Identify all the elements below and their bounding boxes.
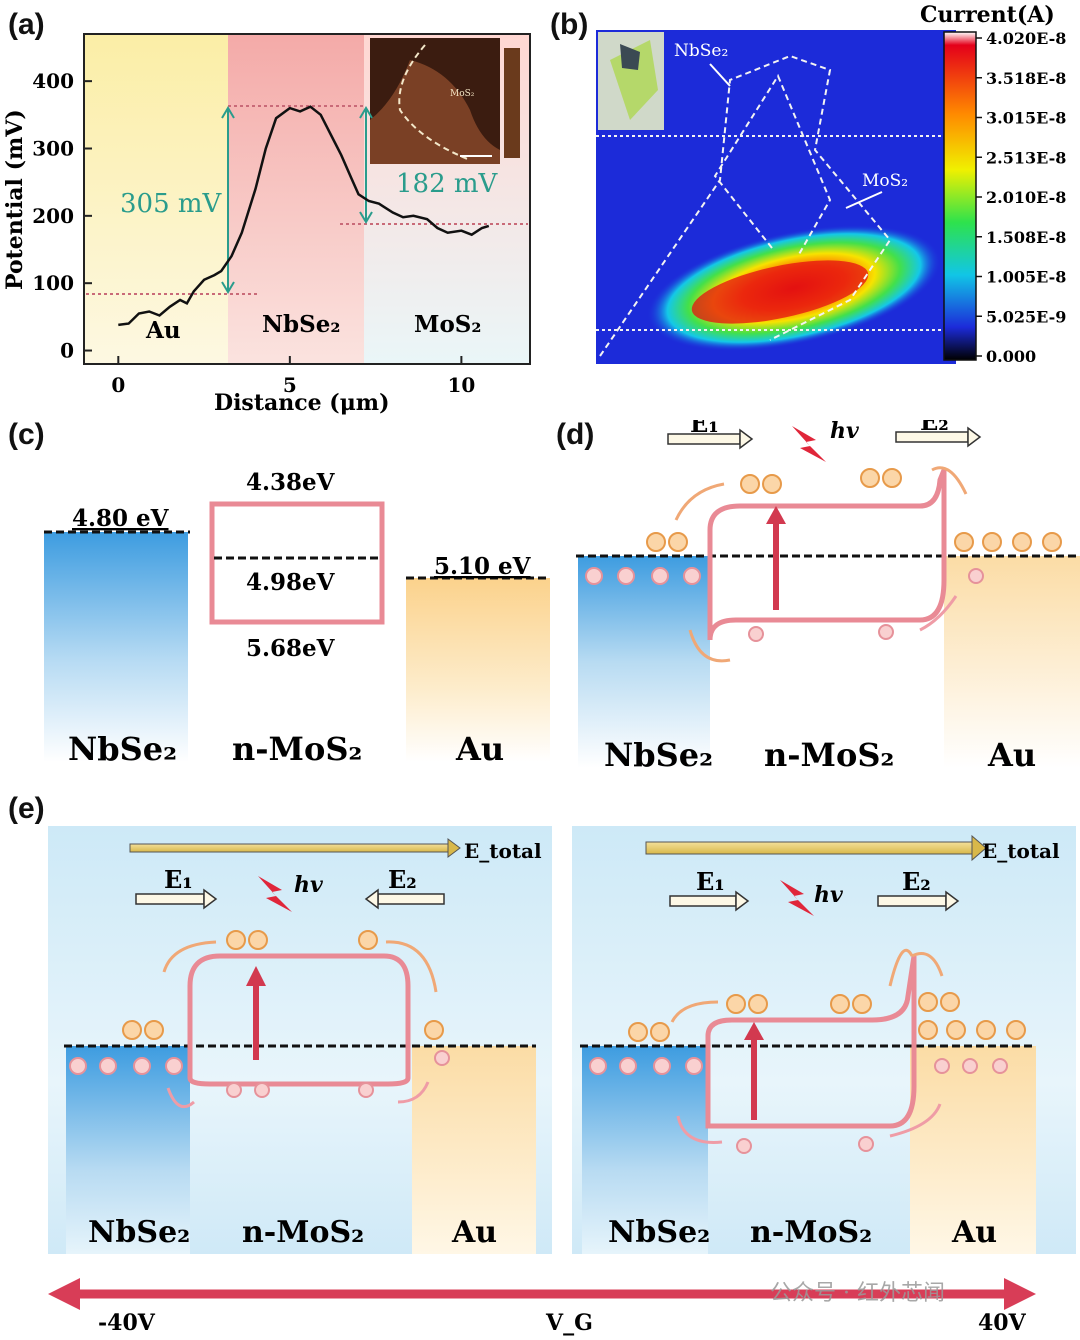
label-nbse2: NbSe₂	[88, 1215, 190, 1250]
au-work-function: 5.10 eV	[434, 553, 532, 580]
gate-voltage-axis: -40V V_G 40V 公众号 · 红外芯闻	[48, 1278, 1036, 1336]
kpfm-inset-image: MoS₂	[370, 38, 520, 164]
colorbar-tick-label: 2.513E-8	[986, 148, 1066, 167]
y-tick-label: 400	[32, 69, 74, 93]
colorbar-tick-label: 5.025E-9	[986, 307, 1066, 326]
y-tick-label: 100	[32, 271, 74, 295]
label-e2: E₂	[902, 867, 931, 896]
panel-d-band-diagram: E₁ E₂ hv NbSe₂ n-MoS₂ Au	[576, 420, 1080, 774]
nbse2-work-function: 4.80 eV	[72, 505, 170, 532]
label-au: Au	[951, 1215, 997, 1250]
map-label-nbse2: NbSe₂	[674, 41, 728, 61]
field-e1-arrow	[135, 888, 218, 910]
field-e1-arrow	[669, 890, 750, 912]
mos2-band-bending	[707, 469, 947, 641]
field-e2-arrow-reversed	[364, 888, 445, 910]
x-tick-label: 10	[447, 373, 475, 397]
x-tick-label: 0	[111, 373, 125, 397]
colorbar-tick-label: 3.518E-8	[986, 69, 1066, 88]
region-label-nbse2: NbSe₂	[262, 311, 340, 338]
lightning-icon	[258, 876, 292, 912]
mos2-conduction-band-value: 4.38eV	[246, 469, 336, 496]
label-e2: E₂	[920, 420, 949, 436]
label-n-mos2: n-MoS₂	[232, 730, 362, 768]
panel-b-label: (b)	[550, 8, 589, 41]
plot-frame	[83, 33, 531, 365]
label-e1: E₁	[690, 420, 719, 438]
label-etotal: E_total	[982, 839, 1060, 863]
y-tick-label: 200	[32, 204, 74, 228]
colorbar-tick-label: 4.020E-8	[986, 29, 1066, 48]
label-etotal: E_total	[464, 839, 542, 863]
y-tick-label: 0	[60, 339, 74, 363]
label-nbse2: NbSe₂	[68, 730, 177, 768]
au-band	[406, 578, 550, 762]
gate-min-label: -40V	[98, 1310, 156, 1336]
colorbar-title: Current(A)	[920, 2, 1055, 28]
lightning-icon	[792, 426, 826, 462]
mos2-fermi-level-value: 4.98eV	[246, 569, 336, 596]
potential-profile-line	[118, 105, 490, 327]
gate-max-label: 40V	[978, 1310, 1027, 1336]
colorbar-tick-label: 1.508E-8	[986, 228, 1066, 247]
mos2-band	[187, 953, 411, 1087]
label-hv: hv	[830, 420, 859, 444]
label-hv: hv	[814, 882, 843, 908]
panel-a-kpfm-chart: MoS₂ 305 mV 182 mV Au NbSe₂ MoS₂ 0100200…	[2, 33, 531, 416]
label-nbse2: NbSe₂	[608, 1215, 710, 1250]
watermark-text: 公众号 · 红外芯闻	[770, 1281, 945, 1306]
panel-e-negative-gate-diagram: E_total E₁ E₂ hv NbSe₂ n-MoS₂ Au	[48, 826, 552, 1254]
colorbar-tick-label: 1.005E-8	[986, 268, 1066, 287]
mos2-band-bending	[705, 955, 917, 1129]
colorbar-tick-label: 2.010E-8	[986, 188, 1066, 207]
delta-182-arrow	[359, 106, 373, 224]
label-e1: E₁	[164, 865, 193, 894]
inset-mos2-text: MoS₂	[450, 89, 475, 99]
colorbar	[943, 31, 977, 361]
colorbar-tick-label: 0.000	[986, 347, 1036, 366]
region-label-mos2: MoS₂	[414, 311, 481, 338]
label-n-mos2: n-MoS₂	[764, 736, 894, 774]
annotation-182mv: 182 mV	[396, 169, 499, 199]
field-e1-arrow	[667, 428, 754, 450]
label-nbse2: NbSe₂	[604, 736, 713, 774]
panel-a-label: (a)	[8, 8, 45, 41]
flake-outlines	[599, 54, 892, 357]
field-e2-arrow	[877, 890, 960, 912]
y-tick-label: 300	[32, 136, 74, 160]
gate-axis-label: V_G	[545, 1310, 593, 1336]
au-region-bg	[84, 34, 228, 364]
panel-c-band-alignment: 4.80 eV 4.38eV 4.98eV 5.68eV 5.10 eV NbS…	[44, 469, 550, 768]
label-n-mos2: n-MoS₂	[750, 1215, 872, 1250]
panel-b-photocurrent-map: NbSe₂ MoS₂ Current(A) 4.020E-8 3.518E-8 3.…	[596, 2, 1066, 366]
panel-e-label: (e)	[8, 792, 45, 825]
panel-e-positive-gate-diagram: E_total E₁ E₂ hv NbSe₂ n-MoS₂ Au	[572, 826, 1076, 1254]
label-au: Au	[451, 1215, 497, 1250]
region-label-au: Au	[145, 317, 181, 344]
label-e2: E₂	[388, 865, 417, 894]
nbse2-region-bg	[228, 34, 364, 364]
label-au: Au	[987, 736, 1036, 774]
optical-inset-image	[598, 32, 664, 130]
x-axis-label: Distance (μm)	[214, 390, 389, 416]
x-tick-label: 5	[283, 373, 297, 397]
y-axis-label: Potential (mV)	[2, 109, 28, 290]
nbse2-band	[44, 532, 188, 762]
label-hv: hv	[294, 872, 323, 898]
lightning-icon	[780, 880, 814, 916]
label-au: Au	[455, 730, 504, 768]
label-n-mos2: n-MoS₂	[242, 1215, 364, 1250]
colorbar-tick-label: 3.015E-8	[986, 109, 1066, 128]
field-e2-arrow	[895, 426, 982, 448]
mos2-band-box	[209, 501, 385, 625]
label-e1: E₁	[696, 867, 725, 896]
mos2-valence-band-value: 5.68eV	[246, 635, 336, 662]
panel-c-label: (c)	[8, 418, 45, 451]
map-label-mos2: MoS₂	[862, 171, 908, 191]
panel-d-label: (d)	[556, 418, 595, 451]
annotation-305mv: 305 mV	[120, 189, 223, 219]
